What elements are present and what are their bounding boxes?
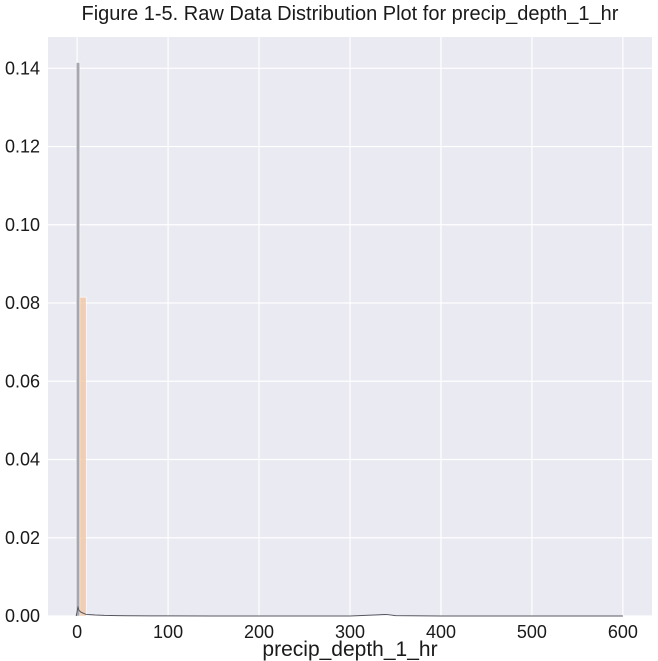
y-tick-label: 0.14	[5, 58, 40, 78]
x-axis-label: precip_depth_1_hr	[262, 638, 437, 661]
x-axis: 0 100 200 300 400 500 600	[72, 622, 638, 642]
x-tick-label: 600	[608, 622, 638, 642]
histogram-bar	[75, 62, 81, 617]
x-tick-label: 100	[153, 622, 183, 642]
density-curve	[75, 605, 623, 617]
x-tick-label: 300	[335, 622, 365, 642]
x-tick-label: 500	[517, 622, 547, 642]
histogram-bar	[79, 296, 87, 617]
y-tick-label: 0.08	[5, 293, 40, 313]
chart-title: Figure 1-5. Raw Data Distribution Plot f…	[82, 3, 619, 25]
y-tick-label: 0.06	[5, 371, 40, 391]
x-tick-label: 400	[426, 622, 456, 642]
y-tick-label: 0.02	[5, 528, 40, 548]
x-tick-label: 200	[244, 622, 274, 642]
y-tick-label: 0.04	[5, 450, 40, 470]
y-axis: 0.00 0.02 0.04 0.06 0.08 0.10 0.12 0.14	[5, 58, 40, 626]
x-tick-label: 0	[72, 622, 82, 642]
y-tick-label: 0.00	[5, 606, 40, 626]
density-line	[75, 605, 623, 617]
histogram-bars	[75, 62, 87, 617]
y-tick-label: 0.10	[5, 215, 40, 235]
y-tick-label: 0.12	[5, 137, 40, 157]
